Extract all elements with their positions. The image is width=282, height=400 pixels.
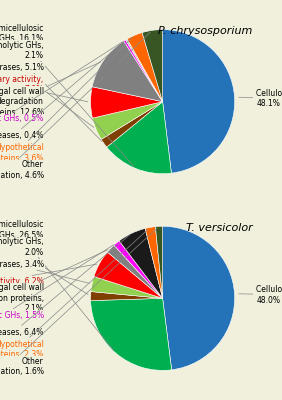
Text: Auxiliary activity,
7.0%: Auxiliary activity, 7.0% (0, 75, 88, 102)
Text: Auxiliary activity, 6.2%: Auxiliary activity, 6.2% (0, 264, 97, 286)
Wedge shape (91, 298, 172, 370)
Wedge shape (91, 87, 163, 118)
Text: Cellulolytic GHs,
48.1%: Cellulolytic GHs, 48.1% (239, 89, 282, 108)
Wedge shape (119, 228, 163, 298)
Wedge shape (92, 41, 163, 102)
Text: T. versicolor: T. versicolor (186, 223, 253, 233)
Wedge shape (155, 226, 163, 298)
Wedge shape (94, 252, 163, 298)
Text: Amylolytic GHs, 0.5%: Amylolytic GHs, 0.5% (0, 42, 122, 123)
Wedge shape (127, 32, 163, 102)
Text: Proteases, 6.4%: Proteases, 6.4% (0, 235, 129, 337)
Text: Pectinolytic GHs,
2.1%: Pectinolytic GHs, 2.1% (0, 41, 102, 141)
Text: Proteases, 0.4%: Proteases, 0.4% (0, 41, 124, 140)
Wedge shape (92, 102, 163, 139)
Wedge shape (124, 40, 163, 102)
Text: Other
classification, 1.6%: Other classification, 1.6% (0, 228, 157, 376)
Wedge shape (107, 245, 163, 298)
Text: Hemicellulosic
GHs, 16.1%: Hemicellulosic GHs, 16.1% (0, 24, 134, 166)
Text: Hemicellulosic
GHs, 26.5%: Hemicellulosic GHs, 26.5% (0, 220, 114, 351)
Text: Esterases, 5.1%: Esterases, 5.1% (0, 63, 94, 128)
Wedge shape (91, 292, 163, 301)
Text: Fungal cell wall
degradation
proteins, 12.6%: Fungal cell wall degradation proteins, 1… (0, 62, 101, 116)
Text: Hypothetical
proteins, 2.3%: Hypothetical proteins, 2.3% (0, 229, 148, 359)
Text: Amylolytic GHs, 1.5%: Amylolytic GHs, 1.5% (0, 244, 114, 320)
Text: Hypothetical
proteins, 3.6%: Hypothetical proteins, 3.6% (0, 37, 133, 163)
Wedge shape (107, 102, 171, 174)
Text: Esterases, 3.4%: Esterases, 3.4% (0, 260, 89, 283)
Text: Pectinolytic GHs,
2.0%: Pectinolytic GHs, 2.0% (0, 237, 88, 295)
Text: P. chrysosporium: P. chrysosporium (158, 26, 253, 36)
Wedge shape (163, 226, 235, 370)
Text: Cellulolytic GHs,
48.0%: Cellulolytic GHs, 48.0% (239, 285, 282, 305)
Wedge shape (125, 39, 163, 102)
Wedge shape (163, 30, 235, 173)
Text: Fungal cell wall
degradation proteins,
2.1%: Fungal cell wall degradation proteins, 2… (0, 250, 108, 313)
Wedge shape (114, 241, 163, 298)
Text: Other
classification, 4.6%: Other classification, 4.6% (0, 32, 150, 180)
Wedge shape (101, 102, 163, 147)
Wedge shape (142, 30, 163, 102)
Wedge shape (91, 276, 163, 298)
Wedge shape (145, 227, 163, 298)
